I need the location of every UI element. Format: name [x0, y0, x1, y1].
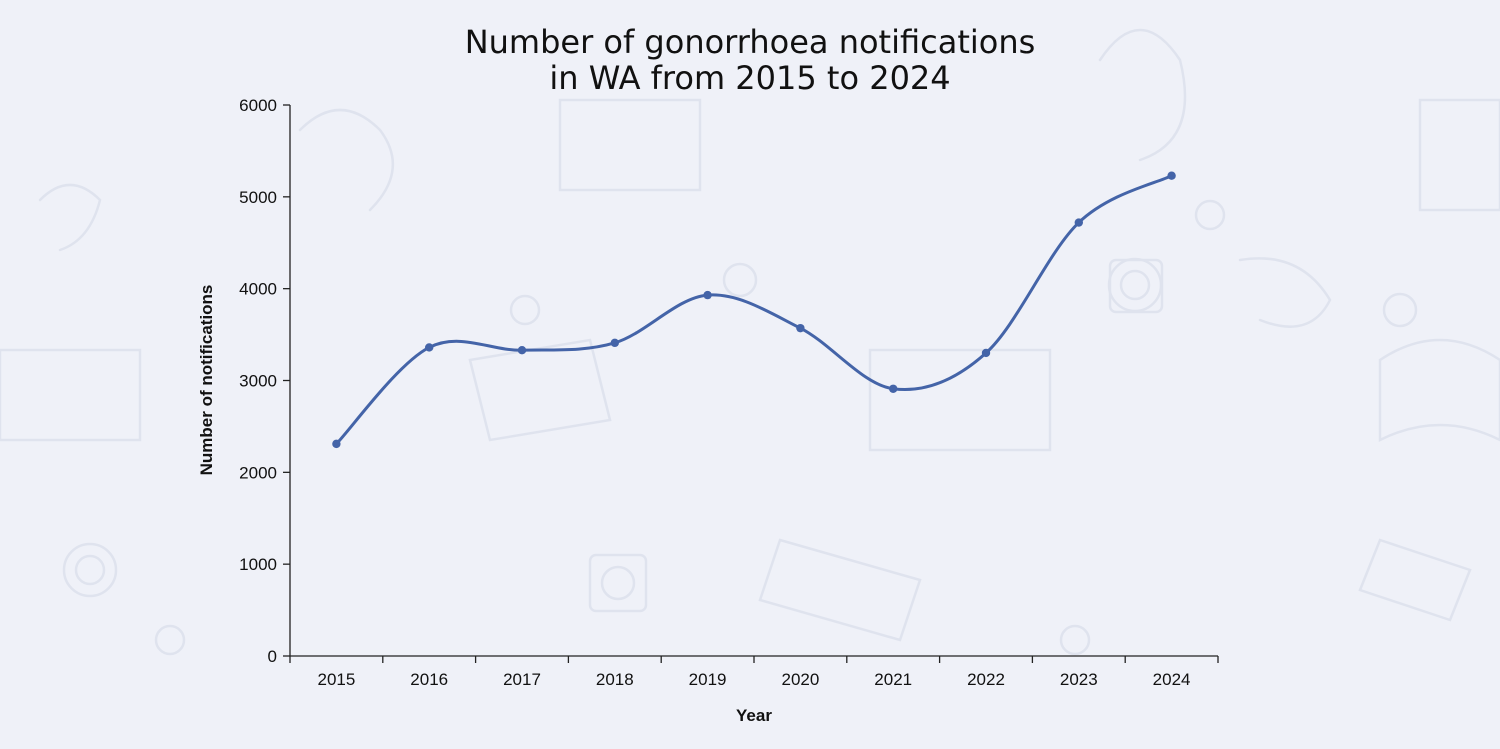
y-tick-label: 2000 [239, 463, 277, 482]
chart-title-line-1: Number of gonorrhoea notifications [464, 23, 1036, 61]
y-tick-label: 4000 [239, 280, 277, 299]
data-point-2016 [425, 343, 434, 352]
data-point-2020 [796, 323, 805, 333]
x-axis-title: Year [736, 706, 772, 725]
series-line [335, 174, 1173, 445]
x-tick-label: 2016 [410, 670, 448, 689]
y-tick-label: 0 [268, 647, 277, 666]
x-tick-label: 2022 [967, 670, 1005, 689]
x-tick-label: 2017 [503, 670, 541, 689]
data-point-2021 [889, 384, 898, 393]
y-tick-label: 6000 [239, 96, 277, 115]
x-tick-label: 2021 [874, 670, 912, 689]
x-tick-label: 2019 [689, 670, 727, 689]
data-point-2018 [610, 338, 619, 348]
x-tick-label: 2018 [596, 670, 634, 689]
data-point-2022 [981, 348, 991, 358]
data-point-2019 [703, 290, 712, 300]
y-tick-label: 3000 [239, 372, 277, 391]
data-point-2023 [1074, 218, 1084, 227]
chart-marks [332, 171, 1176, 449]
chart-axes: 0 1000 2000 3000 4000 5000 6000 2015 2016 2017 201… [239, 96, 1219, 689]
x-tick-label: 2023 [1060, 670, 1098, 689]
chart-title: Number of gonorrhoea notifications in WA… [0, 24, 1500, 96]
chart-title-line-2: in WA from 2015 to 2024 [549, 59, 951, 97]
data-point-2015 [332, 439, 341, 449]
x-tick-label: 2015 [317, 670, 355, 689]
y-tick-label: 1000 [239, 555, 277, 574]
x-tick-label: 2024 [1153, 670, 1191, 689]
data-point-2017 [517, 345, 527, 355]
x-tick-label: 2020 [781, 670, 819, 689]
data-point-2024 [1167, 171, 1176, 180]
y-tick-label: 5000 [239, 188, 277, 207]
y-axis-title: Number of notifications [197, 285, 216, 476]
